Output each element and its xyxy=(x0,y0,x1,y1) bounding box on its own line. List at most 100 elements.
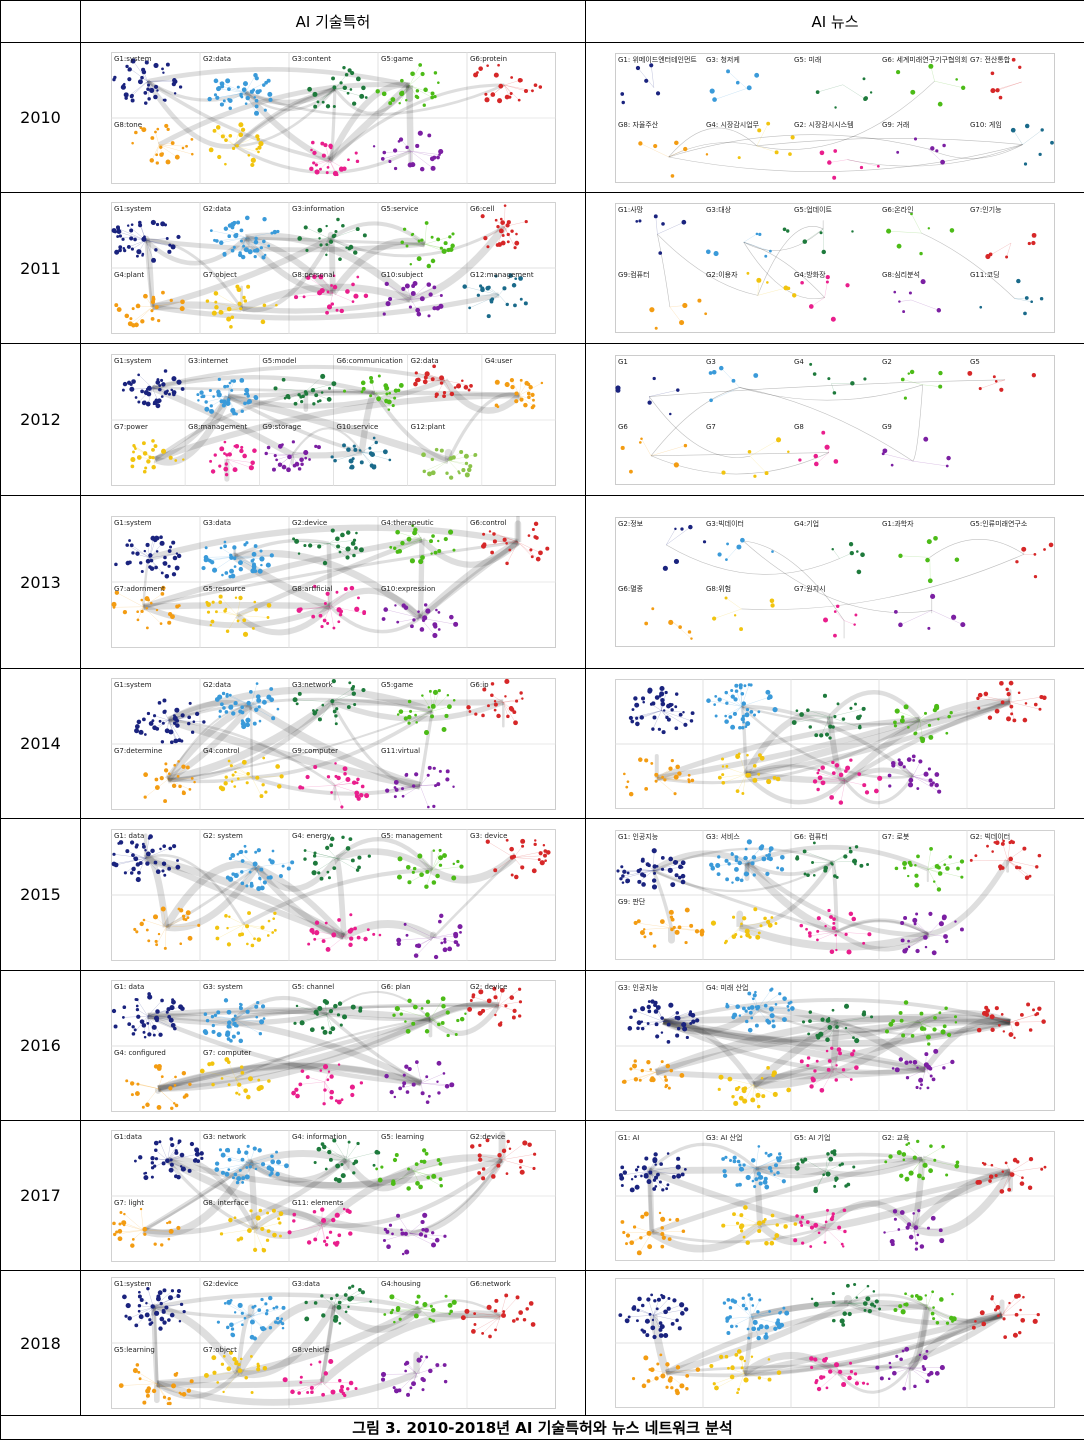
group-label: G3: 청저케 xyxy=(706,55,740,64)
node xyxy=(753,873,756,876)
node xyxy=(394,604,396,606)
node xyxy=(782,996,787,1001)
node xyxy=(238,1093,240,1095)
node xyxy=(937,887,941,891)
node xyxy=(680,527,683,530)
node xyxy=(118,1222,121,1225)
node xyxy=(133,445,136,448)
node xyxy=(839,800,843,804)
node xyxy=(145,626,148,629)
node xyxy=(393,1095,395,1097)
node xyxy=(706,249,711,254)
node xyxy=(319,243,322,246)
node xyxy=(278,1221,281,1224)
node xyxy=(412,531,417,536)
node xyxy=(837,1225,841,1229)
node xyxy=(857,570,862,575)
node xyxy=(766,281,769,284)
node xyxy=(632,1063,637,1068)
node xyxy=(864,96,868,100)
node xyxy=(990,1027,994,1031)
node xyxy=(509,995,514,1000)
node xyxy=(770,1013,775,1018)
node xyxy=(163,556,167,560)
node xyxy=(313,104,317,108)
node xyxy=(622,881,625,884)
node xyxy=(337,1233,341,1237)
node xyxy=(125,1303,130,1308)
node xyxy=(854,1065,859,1070)
node xyxy=(431,534,435,538)
node xyxy=(451,1300,456,1305)
node xyxy=(314,444,317,447)
node xyxy=(336,218,339,221)
node xyxy=(633,1008,637,1012)
node xyxy=(518,1159,522,1163)
node xyxy=(235,1180,238,1183)
node xyxy=(162,844,166,848)
node xyxy=(945,731,948,734)
node xyxy=(149,87,154,92)
node xyxy=(654,1163,656,1165)
node xyxy=(734,683,738,687)
node xyxy=(849,542,853,546)
node xyxy=(133,927,136,930)
node xyxy=(769,988,772,991)
node xyxy=(935,863,940,868)
node xyxy=(161,721,164,724)
node xyxy=(939,1237,944,1242)
node xyxy=(942,1066,945,1069)
node xyxy=(449,391,454,396)
node xyxy=(375,1167,378,1170)
group-label: G9: 거래 xyxy=(882,120,909,129)
node xyxy=(849,706,852,709)
node xyxy=(756,278,761,283)
node xyxy=(369,394,372,397)
node xyxy=(984,691,989,696)
node xyxy=(291,440,294,443)
node xyxy=(908,1170,913,1175)
node xyxy=(374,440,377,443)
node xyxy=(738,1182,742,1186)
node xyxy=(792,720,797,725)
node xyxy=(303,225,307,229)
node xyxy=(1029,1028,1033,1032)
node xyxy=(691,1012,696,1017)
node xyxy=(538,85,542,89)
node xyxy=(765,1151,768,1154)
node xyxy=(190,152,193,155)
group-label: G10: 게임 xyxy=(970,120,1002,129)
node xyxy=(935,149,938,152)
node xyxy=(518,987,521,990)
node xyxy=(202,720,205,723)
node xyxy=(891,761,896,766)
node xyxy=(130,464,134,468)
node xyxy=(798,458,801,461)
node xyxy=(203,1012,207,1016)
news-cell: G3: 인공지능G4: 미래 산업 xyxy=(586,971,1084,1121)
node xyxy=(634,1059,637,1062)
node xyxy=(895,708,900,713)
node xyxy=(152,914,157,919)
node xyxy=(159,847,162,850)
node xyxy=(212,128,216,132)
node xyxy=(833,391,837,395)
node xyxy=(450,244,454,248)
node xyxy=(913,1155,917,1159)
node xyxy=(163,946,166,949)
group-label: G1:system xyxy=(114,55,152,63)
node xyxy=(246,1094,251,1099)
node xyxy=(352,101,356,105)
node xyxy=(770,598,775,603)
node xyxy=(346,530,350,534)
node xyxy=(243,299,246,302)
node xyxy=(845,283,849,287)
node xyxy=(865,790,869,794)
year-row: 2016G1: dataG3: systemG5: channelG6: pla… xyxy=(1,971,1084,1121)
node xyxy=(845,932,848,935)
node xyxy=(324,1243,327,1246)
node xyxy=(329,1074,333,1078)
node xyxy=(447,704,452,709)
network-image xyxy=(615,679,1055,809)
node xyxy=(985,1012,989,1016)
